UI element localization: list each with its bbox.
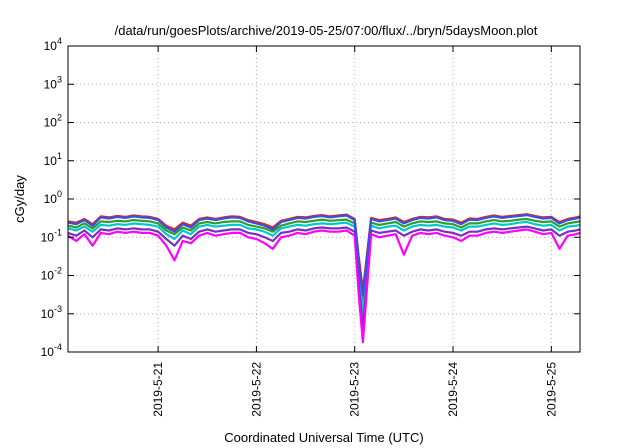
y-tick-label: 104	[44, 36, 62, 53]
y-tick-label: 102	[44, 113, 62, 130]
x-axis: 2019-5-21 2019-5-22 2019-5-23 2019-5-24 2019…	[151, 46, 558, 417]
grid-lines	[68, 46, 580, 352]
series-line	[67, 225, 581, 331]
y-tick-label: 103	[44, 74, 62, 91]
series-layer	[67, 213, 581, 344]
y-tick-label: 100	[44, 189, 62, 206]
series-line	[67, 214, 581, 297]
y-tick-label: 10-4	[41, 342, 62, 359]
chart-title: /data/run/goesPlots/archive/2019-05-25/0…	[115, 23, 538, 38]
y-axis: 10-4 10-3 10-2 10-1 100 101 102 103 104	[41, 36, 580, 359]
y-tick-label: 10-3	[41, 304, 62, 321]
x-tick-label: 2019-5-21	[151, 362, 165, 417]
series-line	[67, 228, 581, 344]
x-tick-label: 2019-5-22	[249, 362, 263, 417]
series-line	[67, 220, 581, 315]
y-tick-label: 10-1	[41, 227, 62, 244]
y-axis-label: cGy/day	[12, 175, 27, 223]
x-axis-label: Coordinated Universal Time (UTC)	[224, 430, 423, 445]
x-tick-label: 2019-5-24	[446, 362, 460, 417]
y-tick-label: 10-2	[41, 266, 62, 283]
y-tick-label: 101	[44, 151, 62, 168]
x-tick-label: 2019-5-23	[348, 362, 362, 417]
x-tick-label: 2019-5-25	[544, 362, 558, 417]
series-line	[67, 217, 581, 304]
